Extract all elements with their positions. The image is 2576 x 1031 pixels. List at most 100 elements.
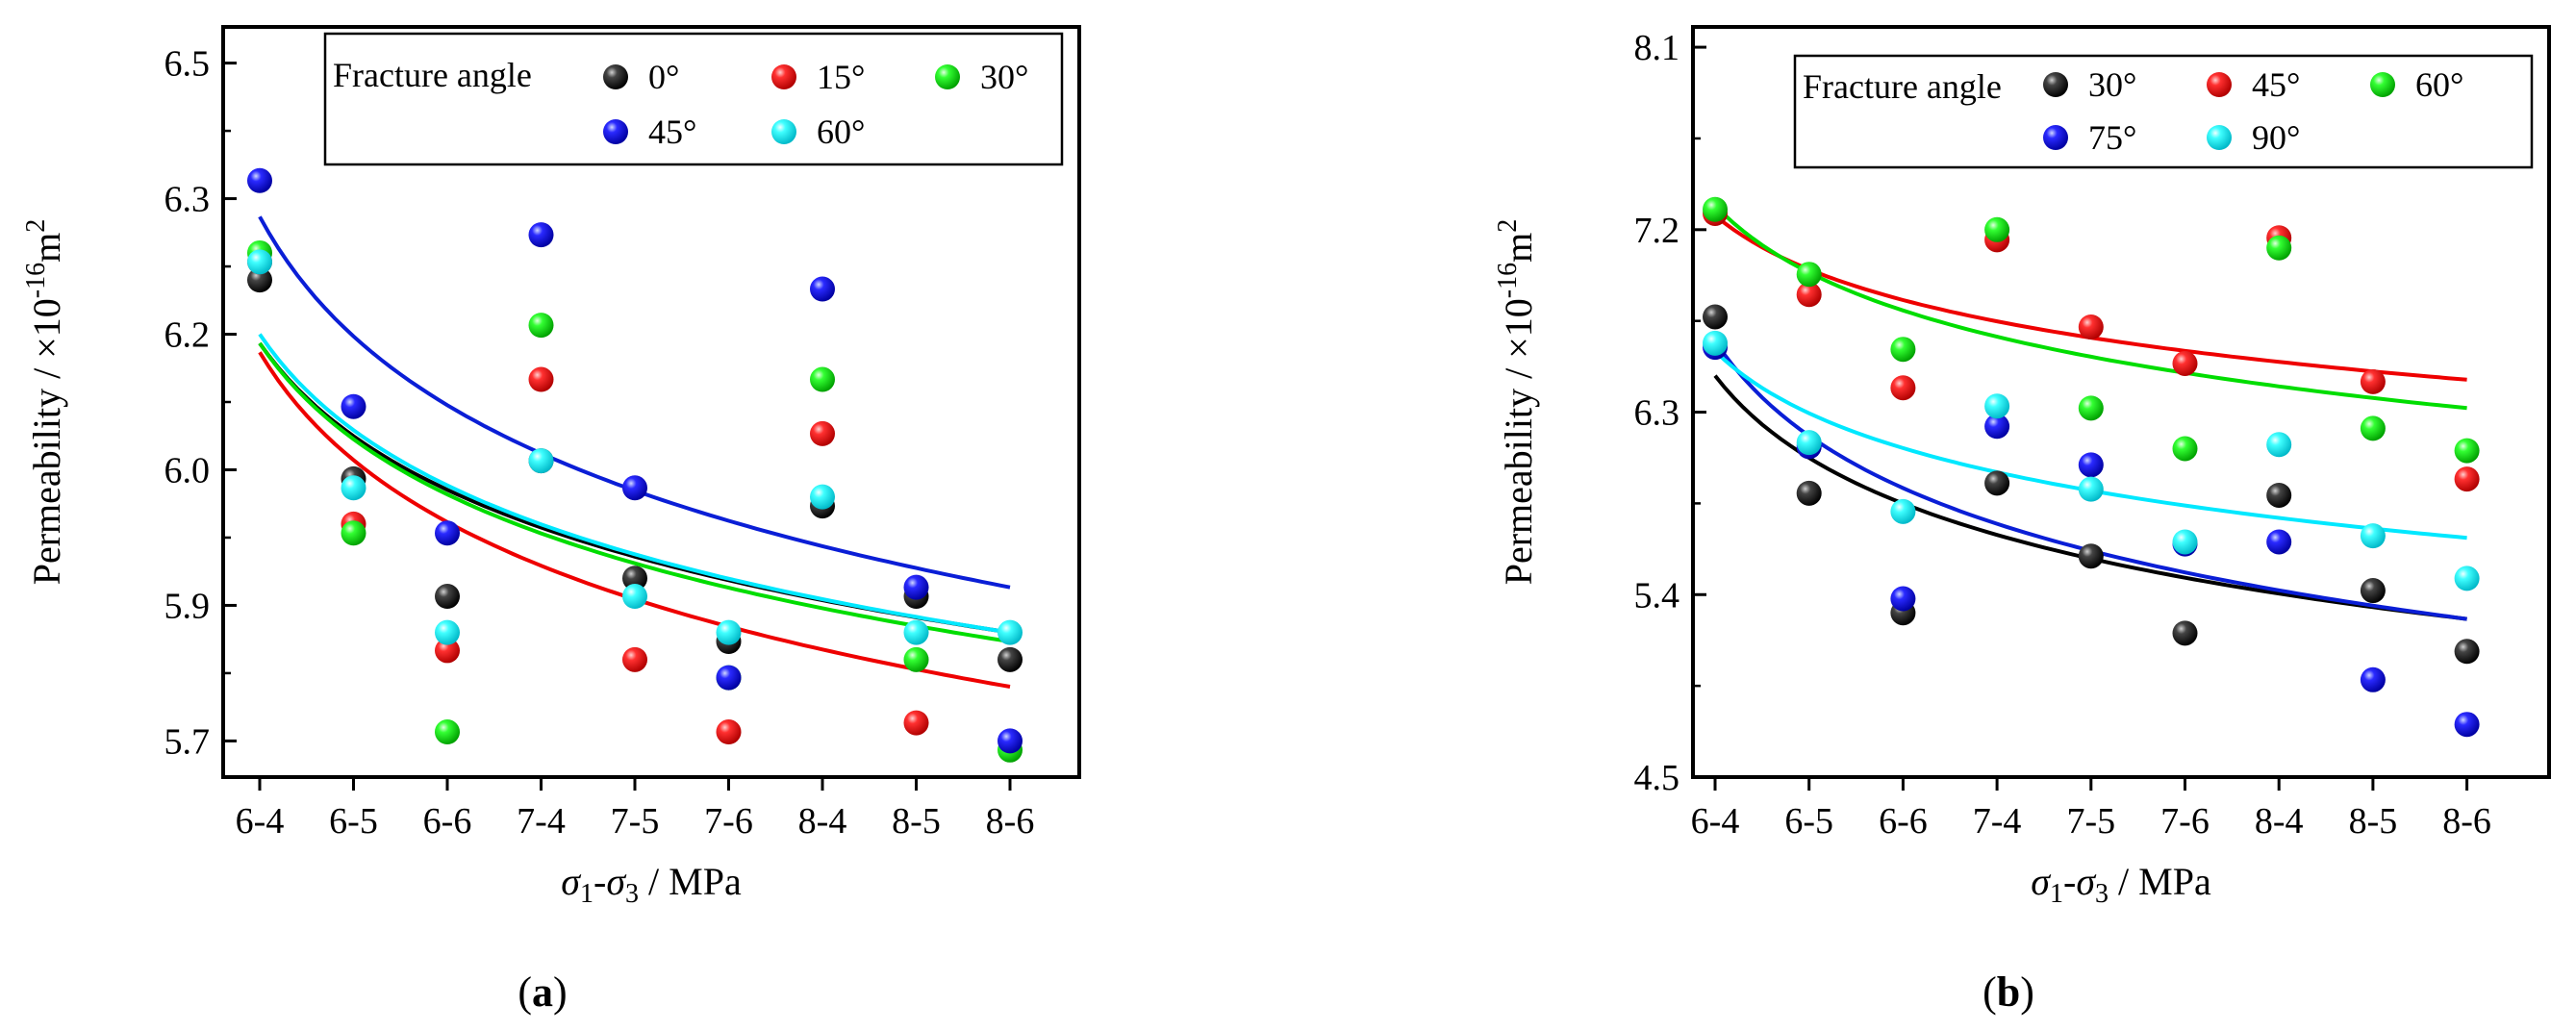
legend-label: 0°: [648, 58, 679, 96]
data-point: [622, 646, 647, 672]
data-point: [2454, 466, 2480, 492]
x-tick-label: 8-4: [2255, 801, 2304, 842]
data-point: [1796, 282, 1822, 308]
x-tick-label: 8-4: [798, 801, 847, 842]
data-point: [2172, 529, 2198, 555]
y-tick-label: 5.9: [164, 586, 211, 626]
data-point: [716, 665, 742, 691]
data-point: [528, 313, 554, 339]
legend-marker: [771, 119, 796, 144]
x-tick-label: 8-5: [2349, 801, 2398, 842]
data-point: [2360, 578, 2386, 604]
data-point: [1890, 586, 1916, 612]
x-tick-label: 7-5: [611, 801, 660, 842]
data-point: [2078, 452, 2104, 478]
data-point: [2266, 482, 2292, 508]
data-point: [903, 710, 929, 736]
data-point: [435, 719, 460, 745]
data-point: [1796, 262, 1822, 288]
legend-label: 45°: [648, 113, 696, 151]
x-tick-label: 7-4: [1973, 801, 2022, 842]
fit-curve-60°: [1713, 204, 2467, 411]
legend-box: [323, 32, 1064, 166]
y-axis-label: Permeability / ×10-16m2: [1493, 219, 1540, 586]
y-tick-label: 6.2: [164, 315, 211, 356]
x-tick-label: 7-5: [2066, 801, 2115, 842]
panel-caption-b: (b): [1983, 968, 2034, 1016]
x-tick-label: 6-5: [329, 801, 378, 842]
legend-label: 30°: [980, 58, 1028, 96]
data-point: [622, 475, 647, 501]
legend-entries: 0° 15° 30° 45° 60°: [603, 58, 1028, 151]
data-point: [435, 638, 460, 664]
fit-curve-15°: [258, 351, 1011, 689]
legend-label: 60°: [2415, 65, 2463, 104]
data-point: [2172, 620, 2198, 646]
legend-marker: [2043, 72, 2068, 97]
data-point: [2360, 415, 2386, 441]
x-tick-label: 8-6: [986, 801, 1035, 842]
data-point: [2266, 235, 2292, 261]
y-tick-label: 6.0: [164, 450, 211, 490]
y-tick-label: 6.3: [164, 180, 211, 220]
data-point: [435, 619, 460, 645]
data-point: [1984, 216, 2010, 242]
data-point: [2078, 395, 2104, 421]
data-point: [1796, 480, 1822, 506]
data-point: [2454, 566, 2480, 591]
y-tick-label: 7.2: [1634, 211, 1680, 251]
tick-marks: [1693, 45, 2469, 791]
y-tick-label: 6.3: [1634, 393, 1680, 434]
legend-marker: [2207, 72, 2232, 97]
legend-marker: [603, 119, 628, 144]
x-tick-label: 6-6: [1879, 801, 1928, 842]
data-point: [622, 584, 647, 610]
legend-label: 45°: [2252, 65, 2300, 104]
fit-curve-90°: [1713, 349, 2467, 541]
data-point: [2360, 523, 2386, 549]
y-tick-label: 4.5: [1634, 758, 1680, 798]
legend-label: 30°: [2088, 65, 2136, 104]
x-tick-label: 7-4: [517, 801, 566, 842]
data-point: [1890, 498, 1916, 524]
data-point: [341, 475, 366, 501]
data-point: [2454, 712, 2480, 738]
x-tick-label: 7-6: [704, 801, 753, 842]
x-tick-label: 6-5: [1784, 801, 1833, 842]
x-tick-label: 6-4: [1691, 801, 1740, 842]
legend: Fracture angle 0° 15° 30° 45° 60°: [323, 32, 1064, 166]
data-point: [2360, 368, 2386, 394]
data-point: [2454, 639, 2480, 665]
x-axis-label: σ1-σ3 / MPa: [2031, 860, 2211, 909]
data-point: [2172, 350, 2198, 376]
tick-marks: [223, 62, 1012, 791]
data-point: [810, 276, 835, 302]
data-point: [622, 566, 647, 591]
data-point: [1984, 414, 2010, 440]
y-tick-labels: 5.7 5.9 6.0 6.2 6.3 6.5: [164, 44, 211, 763]
chart-panel-b: 4.5 5.4 6.3 7.2 8.1 6-4 6-5 6-6 7-4 7-5 7-6 8-4 8-5…: [1493, 25, 2551, 1016]
data-point: [903, 619, 929, 645]
data-point: [528, 222, 554, 248]
fit-curves: [258, 215, 1011, 689]
data-point: [2078, 314, 2104, 339]
data-point: [247, 267, 272, 293]
data-points: [247, 167, 1023, 763]
data-point: [2078, 476, 2104, 502]
data-point: [2172, 436, 2198, 462]
chart-panel-a: 5.7 5.9 6.0 6.2 6.3 6.5 6-4 6-5 6-6 7-4 7-5 7-6 8-4…: [21, 25, 1081, 1016]
y-tick-label: 8.1: [1634, 28, 1680, 68]
x-tick-labels: 6-4 6-5 6-6 7-4 7-5 7-6 8-4 8-5 8-6: [1691, 801, 2491, 842]
data-point: [435, 520, 460, 546]
data-point: [435, 584, 460, 610]
data-point: [716, 719, 742, 745]
legend-title: Fracture angle: [333, 56, 532, 94]
legend-label: 75°: [2088, 118, 2136, 157]
data-point: [998, 619, 1023, 645]
legend-entries: 30° 45° 60° 75° 90°: [2043, 65, 2463, 157]
data-point: [1890, 375, 1916, 401]
x-tick-label: 6-4: [236, 801, 285, 842]
legend-marker: [771, 64, 796, 89]
plot-frame: [1691, 25, 2551, 779]
y-tick-labels: 4.5 5.4 6.3 7.2 8.1: [1634, 28, 1680, 798]
